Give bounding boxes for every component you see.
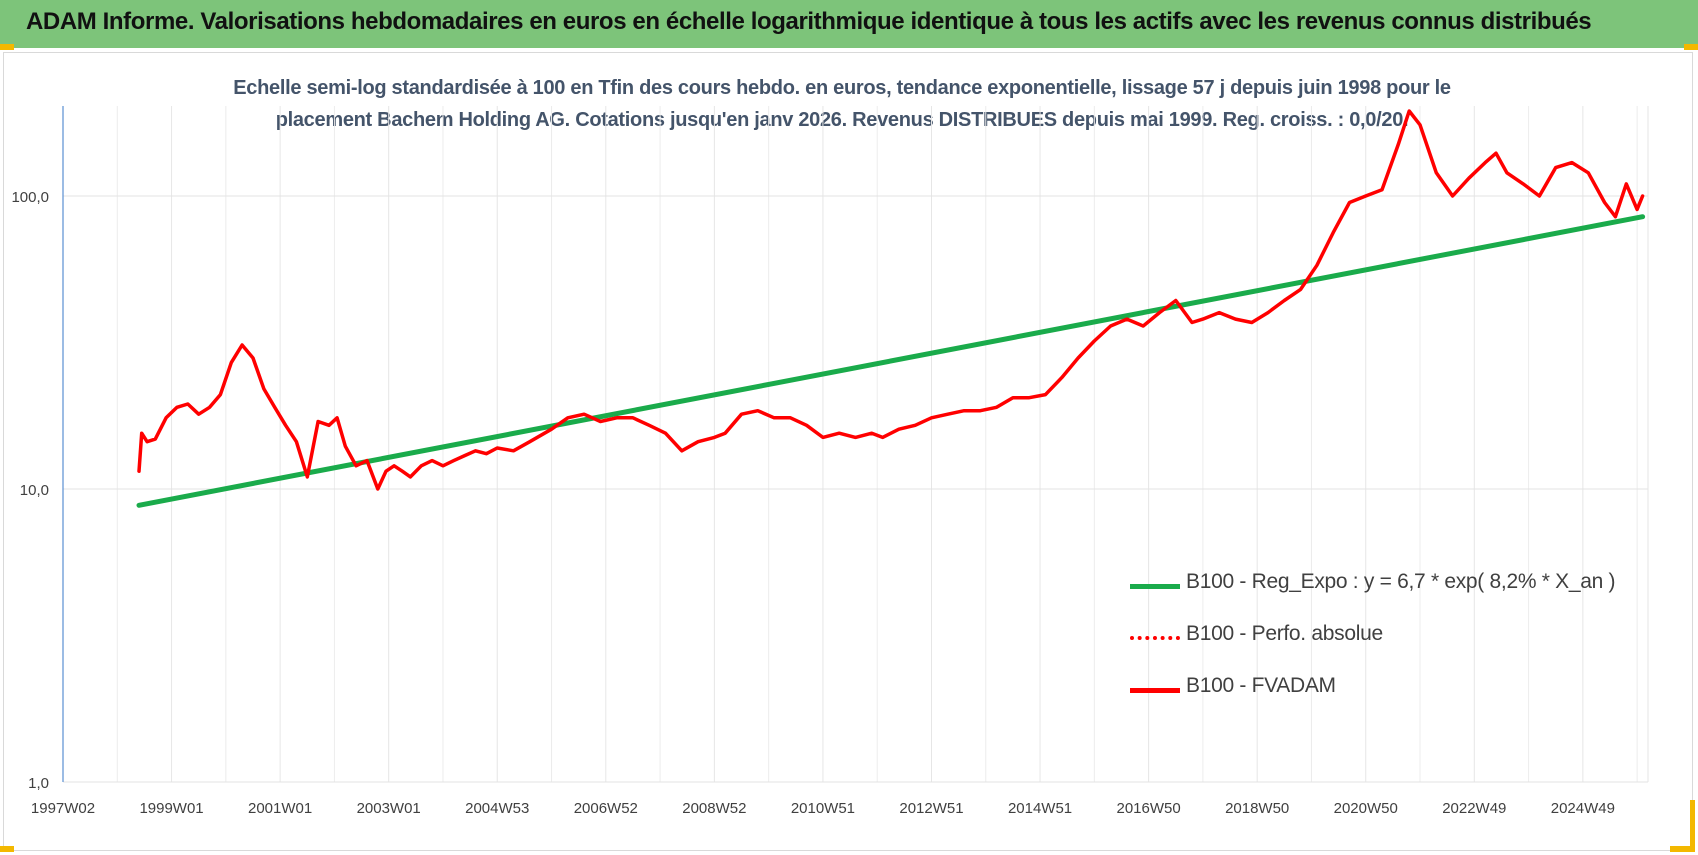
- y-tick-labels: 1,0 10,0 100,0: [11, 189, 49, 792]
- legend-label-reg-expo: B100 - Reg_Expo : y = 6,7 * exp( 8,2% * …: [1186, 570, 1616, 593]
- x-tick-label: 2024W49: [1551, 800, 1615, 817]
- series-line-2: [137, 109, 1645, 491]
- legend-swatch-fvadam: [1130, 688, 1180, 693]
- x-tick-label: 1999W01: [139, 800, 203, 817]
- corner-marker-bottom-left: [0, 846, 14, 852]
- chart-subtitle-line-1: Echelle semi-log standardisée à 100 en T…: [233, 77, 1451, 99]
- horizontal-gridlines: [63, 195, 1648, 783]
- y-tick-label: 10,0: [20, 482, 49, 499]
- legend-label-perfo-absolue: B100 - Perfo. absolue: [1186, 622, 1383, 645]
- x-tick-label: 2006W52: [574, 800, 638, 817]
- chart-frame: [3, 52, 1693, 851]
- corner-marker-top-left: [0, 44, 14, 50]
- x-tick-label: 2016W50: [1117, 800, 1181, 817]
- x-tick-label: 2001W01: [248, 800, 312, 817]
- y-tick-label: 1,0: [28, 775, 49, 792]
- legend-swatch-perfo-absolue: [1130, 636, 1180, 640]
- series-layer: [136, 109, 1646, 508]
- x-tick-labels: 1997W02 1999W01 2001W01 2003W01 2004W53 2006W…: [31, 800, 1615, 817]
- chart-subtitle-line-2: placement Bachem Holding AG. Cotations j…: [275, 109, 1409, 131]
- y-tick-label: 100,0: [11, 189, 49, 206]
- x-tick-label: 2004W53: [465, 800, 529, 817]
- x-tick-label: 2018W50: [1225, 800, 1289, 817]
- vertical-gridlines: [116, 106, 1649, 782]
- x-tick-label: 2003W01: [357, 800, 421, 817]
- legend-label-fvadam: B100 - FVADAM: [1186, 674, 1336, 697]
- header-bar: ADAM Informe. Valorisations hebdomadaire…: [0, 0, 1698, 48]
- series-line-0: [136, 214, 1646, 508]
- x-tick-label: 2022W49: [1442, 800, 1506, 817]
- x-tick-label: 2014W51: [1008, 800, 1072, 817]
- corner-marker-bottom-right-h: [1670, 846, 1695, 852]
- x-tick-label: 2010W51: [791, 800, 855, 817]
- legend-swatch-reg-expo: [1130, 584, 1180, 589]
- corner-marker-top-right: [1684, 44, 1698, 50]
- x-tick-label: 2008W52: [682, 800, 746, 817]
- x-tick-label: 2012W51: [899, 800, 963, 817]
- page-title: ADAM Informe. Valorisations hebdomadaire…: [26, 8, 1592, 35]
- x-tick-label: 1997W02: [31, 800, 95, 817]
- corner-marker-bottom-right: [1690, 800, 1695, 852]
- x-tick-label: 2020W50: [1334, 800, 1398, 817]
